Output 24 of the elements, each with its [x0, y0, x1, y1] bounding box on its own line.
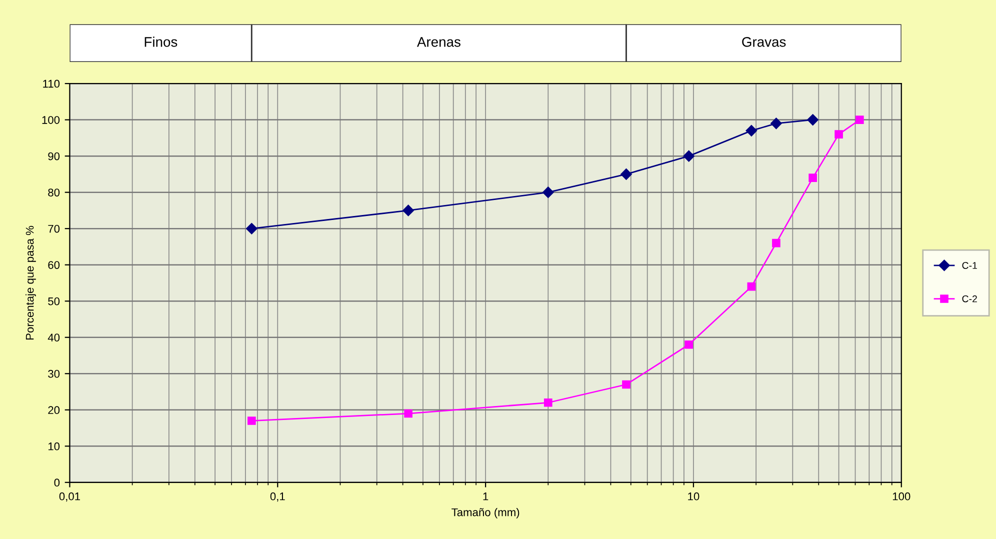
- y-tick-label: 30: [48, 370, 60, 378]
- y-tick-label: 40: [48, 334, 60, 342]
- x-axis-title: Tamaño (mm): [452, 508, 520, 518]
- y-tick-label: 50: [48, 297, 60, 306]
- x-tick-label: 0,01: [59, 492, 80, 502]
- y-tick-label: 70: [48, 224, 60, 233]
- legend-label: C-1: [962, 262, 977, 269]
- y-axis-title: Porcentaje que pasa %: [26, 226, 36, 340]
- y-tick-label: 60: [48, 261, 60, 269]
- y-tick-label: 20: [48, 406, 60, 414]
- x-tick-label: 1: [483, 492, 488, 500]
- y-tick-label: 110: [43, 80, 60, 88]
- y-tick-label: 80: [48, 188, 60, 196]
- text: Arenas: [416, 37, 460, 47]
- x-tick-label: 100: [892, 492, 910, 500]
- y-tick-label: 10: [48, 442, 60, 450]
- y-tick-label: 100: [42, 116, 60, 124]
- y-tick-label: 0: [54, 478, 60, 487]
- text: Gravas: [742, 37, 786, 47]
- x-tick-label: 0,1: [270, 492, 285, 502]
- x-tick-label: 10: [688, 492, 700, 500]
- y-tick-label: 90: [48, 152, 60, 160]
- text: Finos: [144, 36, 178, 47]
- legend-label: C-2: [962, 295, 977, 302]
